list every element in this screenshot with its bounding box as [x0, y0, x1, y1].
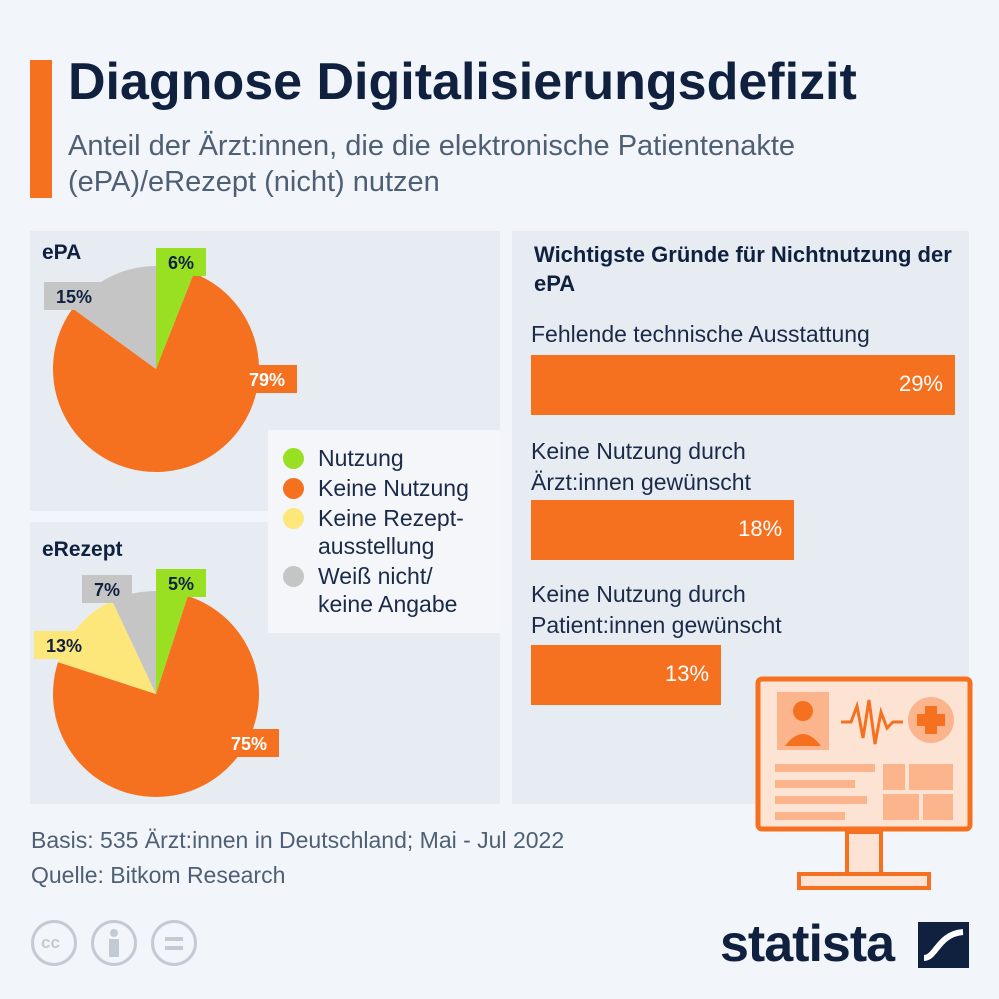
pie-data-label: 6%: [156, 248, 206, 276]
cc-icon[interactable]: cc: [31, 920, 77, 966]
legend-item-keine-nutzung: Keine Nutzung: [283, 474, 469, 502]
pie-slice: [52, 273, 259, 473]
svg-text:6%: 6%: [168, 253, 194, 273]
reason-value-3: 13%: [665, 661, 710, 686]
svg-text:5%: 5%: [168, 574, 194, 594]
pie-legend: Nutzung Keine Nutzung Keine Rezept- auss…: [268, 430, 500, 633]
epa-pie-title: ePA: [42, 241, 82, 264]
legend-swatch: [283, 478, 304, 499]
svg-text:75%: 75%: [231, 734, 267, 754]
reason-label-2: Keine Nutzung durch Ärzt:innen gewünscht: [531, 438, 751, 495]
reason-label-3: Keine Nutzung durch Patient:innen gewüns…: [531, 581, 782, 638]
reason-value-1: 29%: [898, 371, 943, 396]
legend-item-weiss-nicht: Weiß nicht/ keine Angabe: [283, 562, 457, 618]
pie-slice: [52, 596, 259, 798]
svg-text:15%: 15%: [56, 287, 92, 307]
erezept-pie-title: eRezept: [42, 538, 123, 561]
legend-item-nutzung: Nutzung: [283, 444, 404, 472]
pie-data-label: 79%: [237, 365, 297, 393]
pie-slice: [156, 266, 194, 369]
reason-value-2: 18%: [738, 516, 783, 541]
legend-label: Nutzung: [318, 445, 404, 471]
svg-text:7%: 7%: [94, 580, 120, 600]
legend-label: Keine Rezept- ausstellung: [318, 505, 464, 559]
reasons-title: Wichtigste Gründe für Nichtnutzung der e…: [534, 242, 952, 296]
legend-swatch: [283, 566, 304, 587]
legend-label: Keine Nutzung: [318, 475, 469, 501]
attribution-icon[interactable]: [91, 920, 137, 966]
pie-data-label: 7%: [82, 575, 132, 603]
pie-data-label: 75%: [219, 729, 279, 757]
pie-slice: [58, 600, 156, 694]
legend-label: Weiß nicht/ keine Angabe: [318, 563, 458, 617]
accent-bar: [30, 60, 52, 198]
page-subtitle: Anteil der Ärzt:innen, die die elektroni…: [68, 130, 796, 199]
reason-bar-2: 18%: [531, 500, 795, 560]
page-title: Diagnose Digitalisierungsdefizit: [68, 53, 857, 111]
monitor-illustration-icon: [755, 676, 973, 890]
reason-label-1: Fehlende technische Ausstattung: [531, 321, 870, 347]
svg-text:79%: 79%: [249, 370, 285, 390]
pie-data-label: 5%: [156, 569, 206, 597]
reason-bar-1: 29%: [531, 355, 955, 415]
statista-logo-mark-icon: [918, 922, 969, 968]
footer-source: Quelle: Bitkom Research: [31, 862, 286, 888]
svg-text:13%: 13%: [46, 636, 82, 656]
reason-bar-3: 13%: [531, 645, 722, 705]
footer-basis: Basis: 535 Ärzt:innen in Deutschland; Ma…: [31, 827, 565, 853]
pie-data-label: 15%: [44, 282, 104, 310]
legend-swatch: [283, 508, 304, 529]
legend-item-keine-rezeptausstellung: Keine Rezept- ausstellung: [283, 504, 464, 560]
pie-data-label: 13%: [34, 631, 94, 659]
pie-slice: [112, 591, 156, 694]
statista-logo[interactable]: statista: [720, 915, 895, 973]
pie-slice: [156, 591, 188, 694]
legend-swatch: [283, 448, 304, 469]
no-derivatives-icon[interactable]: [151, 920, 197, 966]
